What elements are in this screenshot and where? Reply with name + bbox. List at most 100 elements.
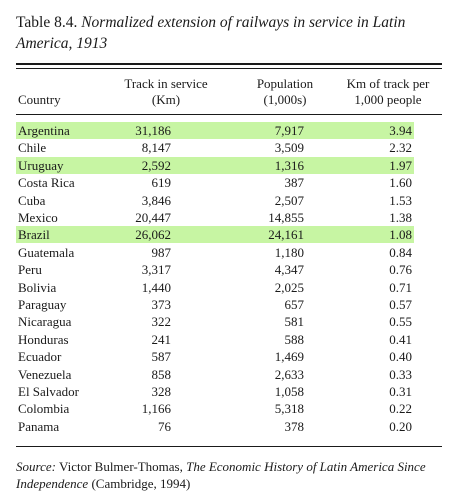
table-row: El Salvador 328 1,058 0.31 [16,383,442,400]
table-row: Honduras 241 588 0.41 [16,331,442,348]
cell-km-per-1000: 0.31 [389,384,412,399]
table-row: Paraguay 373 657 0.57 [16,296,442,313]
cell-population: 387 [284,175,305,191]
cell-population: 2,025 [274,279,304,295]
table-row: Nicaragua 322 581 0.55 [16,313,442,330]
table-row: Venezuela 858 2,633 0.33 [16,366,442,383]
cell-population: 2,507 [274,192,304,208]
cell-km-per-1000: 1.38 [389,210,412,225]
source-publication: (Cambridge, 1994) [91,476,191,491]
cell-km-per-1000: 0.84 [389,244,412,260]
cell-population: 1,180 [274,244,304,260]
cell-track: 20,447 [135,210,171,225]
cell-country: El Salvador [18,384,80,399]
cell-population: 2,633 [274,366,304,382]
cell-track: 858 [151,366,172,382]
cell-population: 4,347 [274,262,304,278]
cell-km-per-1000: 0.55 [389,314,412,330]
top-rule-2 [16,68,442,69]
cell-country: Chile [18,140,47,156]
cell-country: Colombia [18,401,70,417]
cell-km-per-1000: 0.20 [389,418,412,434]
cell-km-per-1000: 0.41 [389,331,412,347]
cell-population: 588 [284,331,305,347]
header-rule [16,114,442,115]
cell-country: Nicaragua [18,314,72,330]
top-rule-1 [16,63,442,65]
cell-track: 1,166 [141,401,171,417]
cell-country: Uruguay [18,157,64,173]
cell-km-per-1000: 2.32 [389,140,412,156]
table-row: Argentina 31,186 7,917 3.94 [16,122,442,139]
table-row: Guatemala 987 1,180 0.84 [16,244,442,261]
table-row: Colombia 1,166 5,318 0.22 [16,400,442,417]
cell-track: 328 [151,384,172,399]
cell-track: 8,147 [141,140,171,156]
cell-country: Honduras [18,331,69,347]
cell-km-per-1000: 0.57 [389,297,412,312]
cell-km-per-1000: 1.97 [389,157,412,173]
table-row: Panama 76 378 0.20 [16,418,442,435]
table-row: Ecuador 587 1,469 0.40 [16,348,442,365]
row-highlight [16,156,414,174]
cell-country: Panama [18,418,60,434]
cell-track: 987 [151,244,172,260]
cell-km-per-1000: 1.53 [389,192,412,208]
cell-population: 24,161 [268,227,304,243]
cell-population: 1,469 [274,349,304,365]
cell-km-per-1000: 0.76 [389,262,412,278]
cell-km-per-1000: 3.94 [389,123,412,138]
table-caption: Table 8.4. Normalized extension of railw… [16,12,446,54]
cell-track: 373 [151,297,172,312]
table-row: Bolivia 1,440 2,025 0.71 [16,279,442,296]
cell-country: Cuba [18,192,46,208]
cell-country: Mexico [18,210,58,225]
header-track-line1: Track in service [124,76,208,91]
header-km-line2: 1,000 people [354,92,422,107]
header-pop-line1: Population [256,76,314,91]
cell-population: 7,917 [274,123,304,138]
cell-population: 657 [284,297,305,312]
cell-country: Peru [18,262,42,278]
table-row: Costa Rica 619 387 1.60 [16,174,442,191]
table-row: Uruguay 2,592 1,316 1.97 [16,156,442,174]
table-row: Peru 3,317 4,347 0.76 [16,261,442,278]
source-note: Source: Victor Bulmer-Thomas, The Econom… [16,458,448,492]
cell-country: Bolivia [18,279,57,295]
cell-population: 1,316 [274,157,304,173]
cell-country: Venezuela [18,366,72,382]
table-row: Chile 8,147 3,509 2.32 [16,139,442,156]
cell-track: 241 [151,331,172,347]
cell-km-per-1000: 0.33 [389,366,412,382]
cell-population: 3,509 [274,140,304,156]
cell-track: 2,592 [141,157,171,173]
bottom-rule [16,446,442,447]
cell-country: Brazil [18,227,50,243]
cell-population: 5,318 [274,401,304,417]
header-pop-line2: (1,000s) [263,92,307,107]
cell-track: 322 [151,314,172,330]
cell-track: 619 [151,175,172,191]
table-row: Brazil 26,062 24,161 1.08 [16,226,442,244]
cell-country: Ecuador [18,349,62,365]
cell-population: 378 [284,418,305,434]
cell-population: 14,855 [268,210,304,225]
cell-km-per-1000: 1.60 [389,175,412,191]
cell-km-per-1000: 1.08 [389,227,412,243]
table-row: Cuba 3,846 2,507 1.53 [16,192,442,209]
row-highlight [16,226,414,244]
cell-country: Argentina [18,123,70,138]
header-km-line1: Km of track per [346,76,430,91]
cell-track: 3,317 [141,262,171,278]
cell-km-per-1000: 0.71 [389,279,412,295]
cell-track: 1,440 [141,279,171,295]
row-highlight [16,122,414,139]
table-label: Table 8.4. [16,14,78,31]
source-author: Victor Bulmer-Thomas, [58,459,183,474]
cell-track: 3,846 [141,192,171,208]
cell-track: 587 [151,349,172,365]
cell-population: 581 [284,314,305,330]
cell-track: 76 [158,418,171,434]
header-track-line2: (Km) [151,92,181,107]
cell-country: Costa Rica [18,175,75,191]
